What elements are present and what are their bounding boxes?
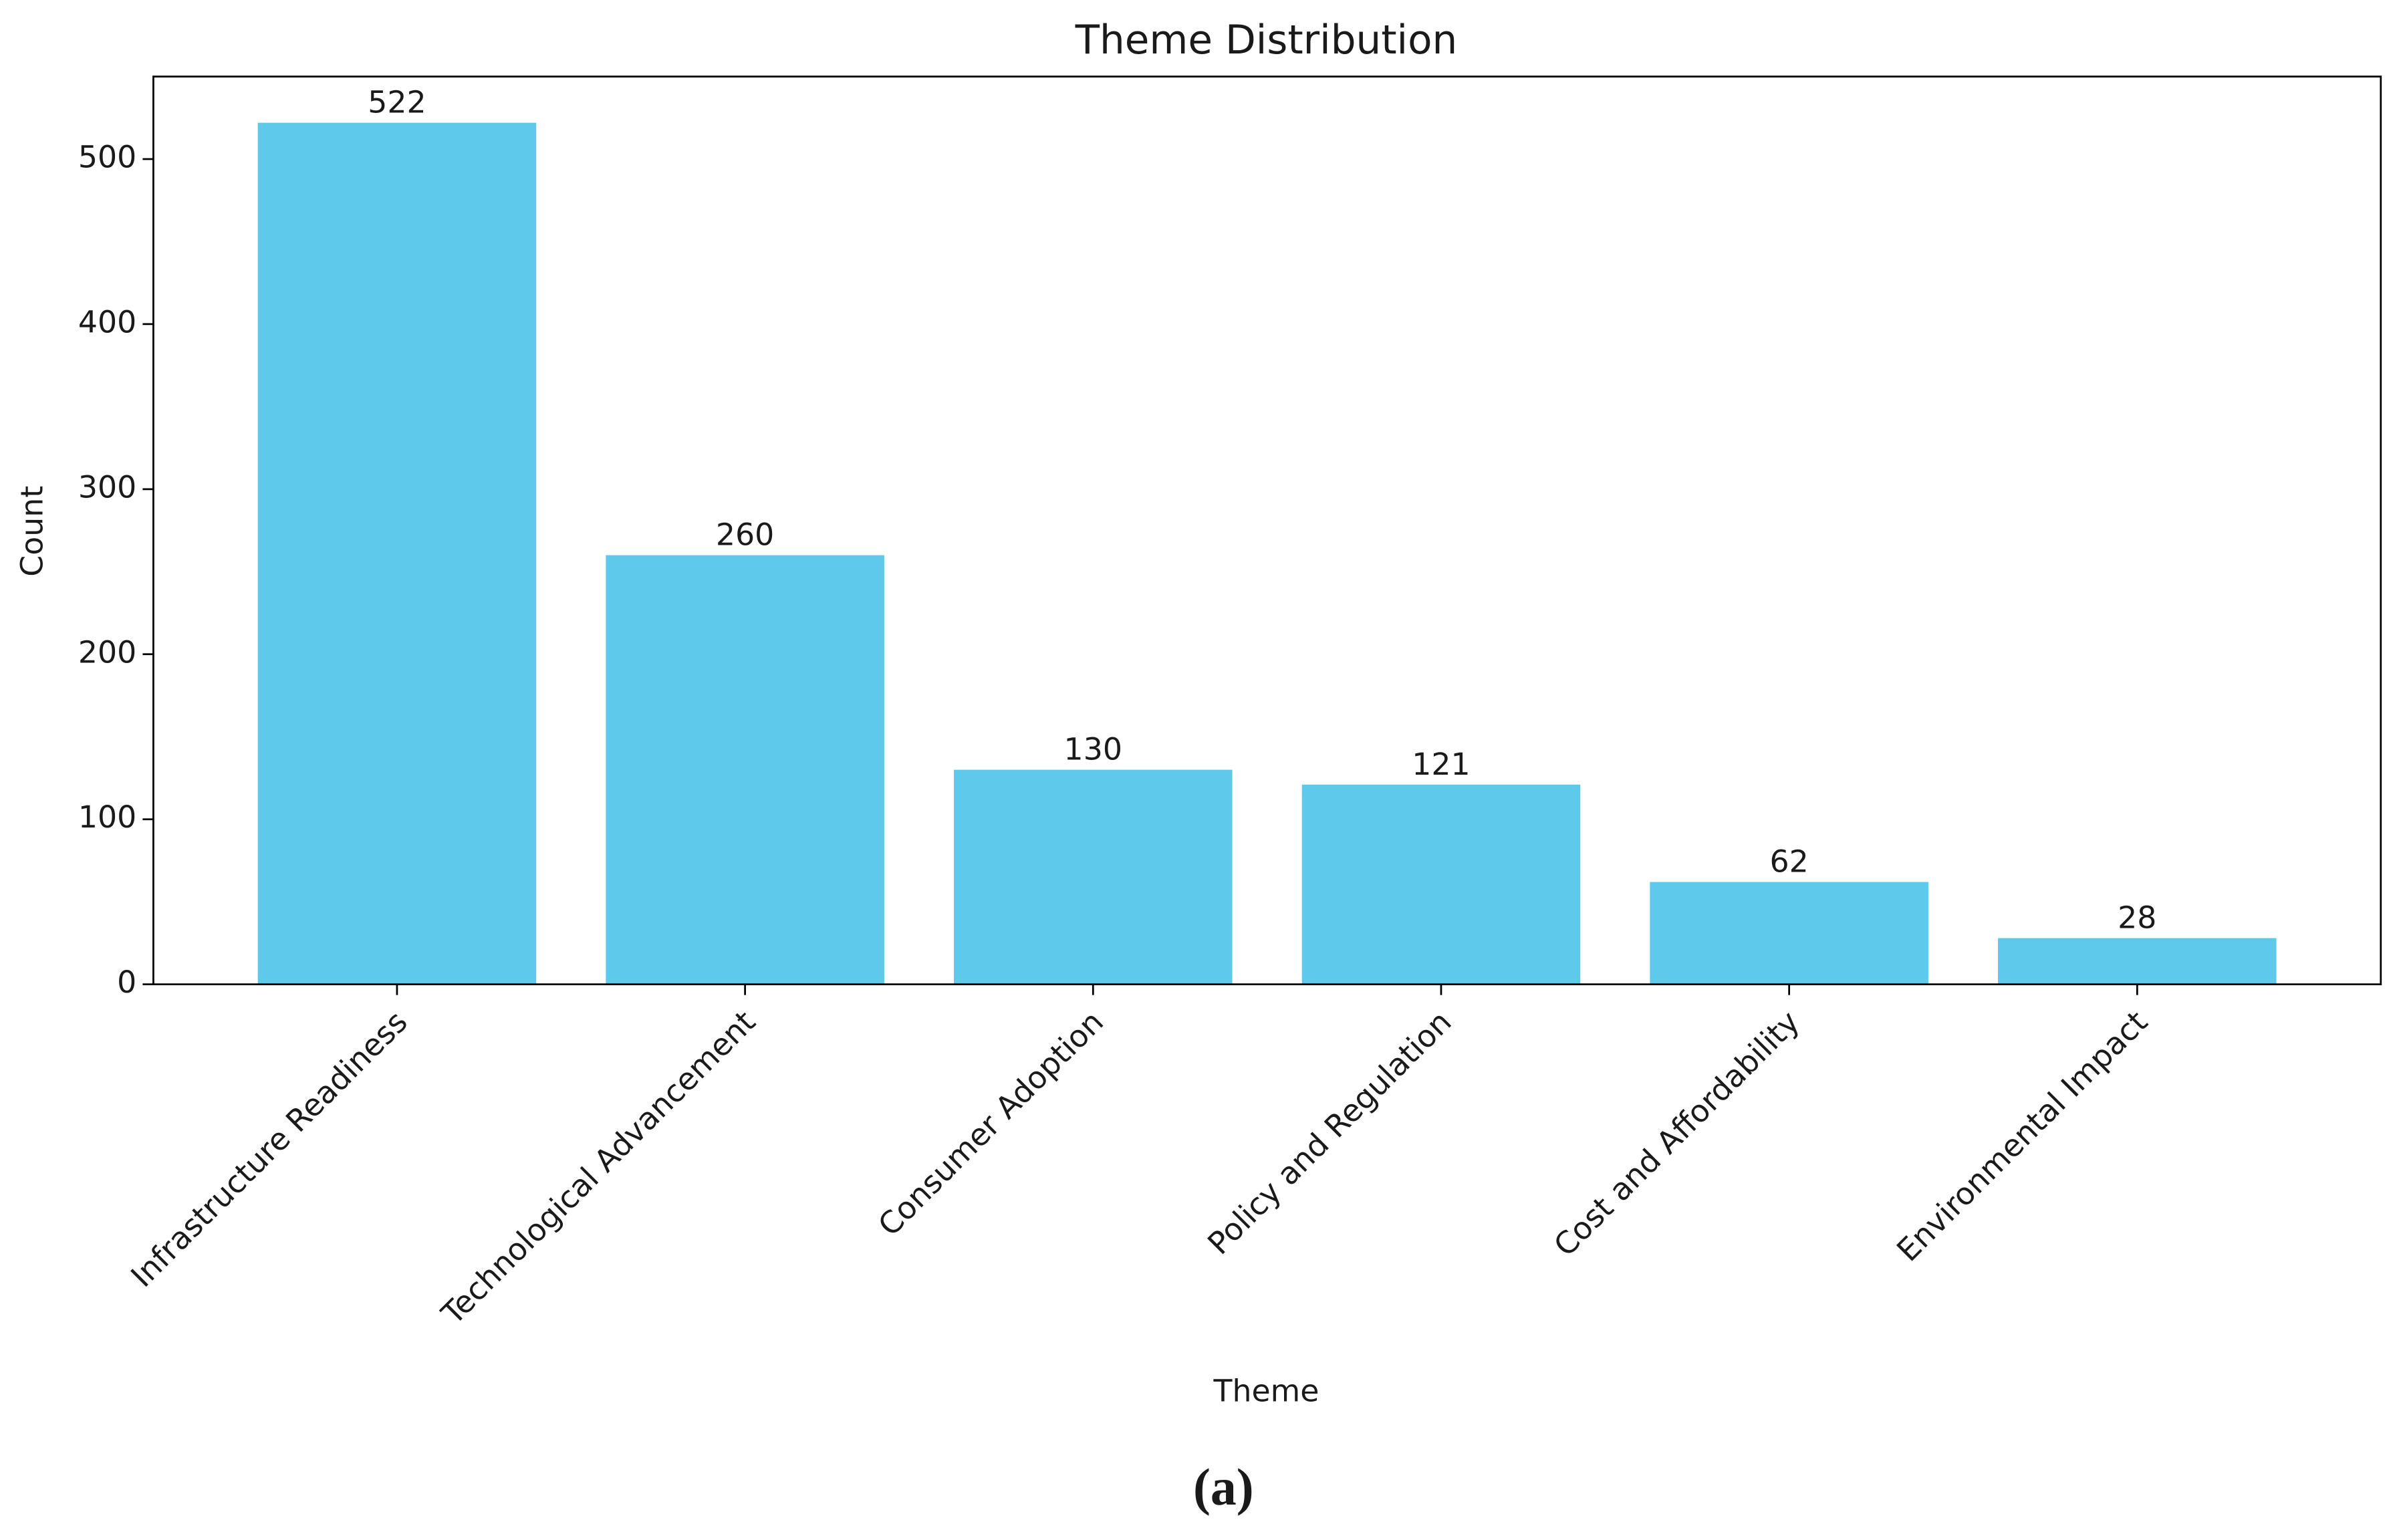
y-tick-label: 0 <box>117 964 136 1000</box>
y-tick-label: 400 <box>78 303 136 340</box>
bar <box>1301 784 1581 985</box>
bar <box>1998 938 2277 985</box>
data-label: 28 <box>2118 900 2156 936</box>
data-label: 130 <box>1064 731 1122 767</box>
caption: (a) <box>1193 1458 1254 1516</box>
data-label: 121 <box>1412 746 1470 782</box>
data-label: 260 <box>716 517 774 553</box>
y-axis-label: Count <box>13 486 49 577</box>
data-label: 522 <box>368 84 426 120</box>
plot-frame <box>152 76 2382 986</box>
bar <box>606 555 884 985</box>
y-tick-label: 100 <box>78 799 136 835</box>
data-label: 62 <box>1769 844 1808 880</box>
bar <box>257 122 537 985</box>
y-tick-label: 200 <box>78 634 136 670</box>
bar <box>954 769 1233 985</box>
x-axis-label: Theme <box>1213 1373 1319 1409</box>
chart-title: Theme Distribution <box>1075 17 1458 63</box>
y-tick-label: 300 <box>78 469 136 505</box>
bar <box>1650 882 1928 985</box>
y-tick-label: 500 <box>78 138 136 174</box>
